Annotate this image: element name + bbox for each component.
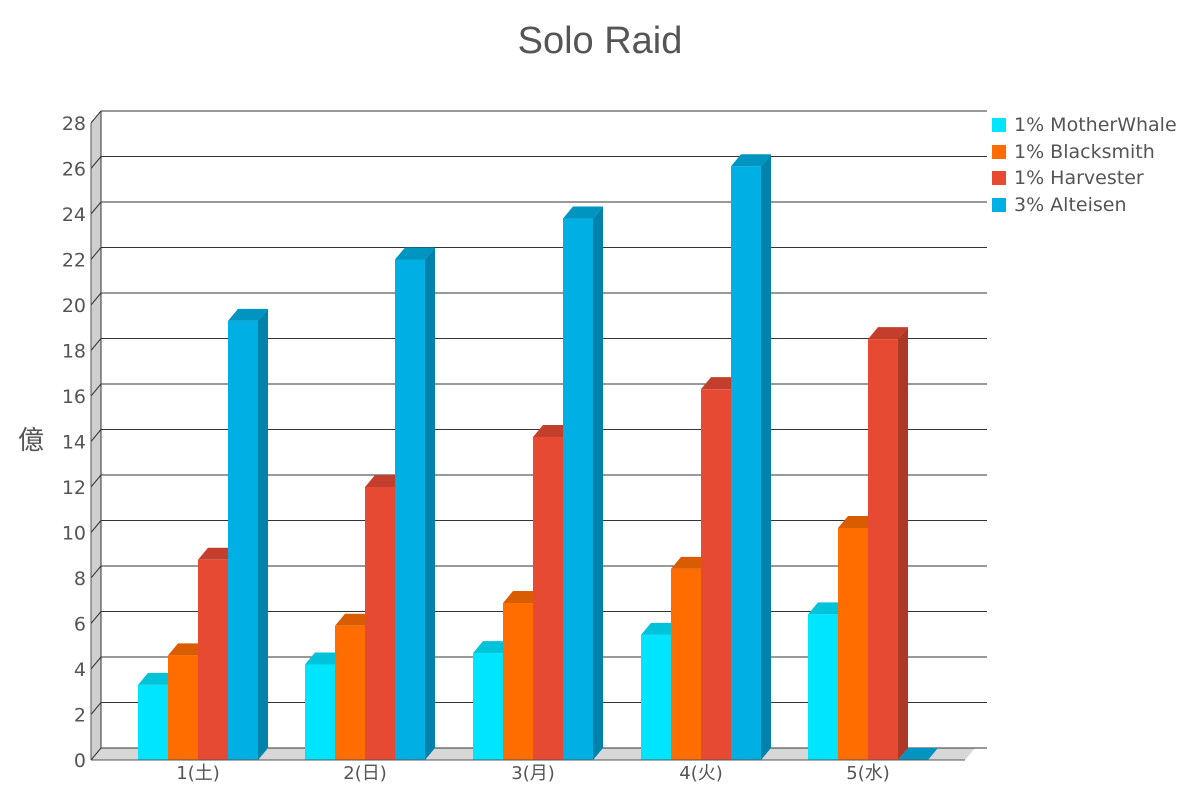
x-tick-label: 5(水)	[846, 763, 890, 784]
bar	[701, 389, 731, 760]
y-tick-label: 22	[62, 250, 86, 272]
bar-side	[593, 206, 603, 761]
legend-item: 1% Harvester	[992, 165, 1177, 192]
y-axis-label: 億	[18, 426, 45, 456]
bar	[731, 166, 761, 761]
gridline-depth	[90, 474, 102, 488]
bar	[533, 436, 563, 760]
x-tick-label: 3(月)	[511, 763, 555, 784]
y-tick-label: 12	[62, 477, 86, 499]
y-tick-label: 8	[74, 568, 86, 590]
y-tick-label: 20	[62, 295, 86, 317]
legend-item: 1% Blacksmith	[992, 139, 1177, 166]
gridline-depth	[90, 156, 102, 169]
legend-item: 3% Alteisen	[992, 192, 1177, 219]
bar	[671, 568, 701, 760]
legend: 1% MotherWhale 1% Blacksmith 1% Harvester 3…	[992, 112, 1177, 218]
bar-top	[563, 206, 603, 219]
bar-side	[898, 327, 908, 760]
bar-top	[395, 247, 435, 260]
bar	[808, 614, 838, 760]
bar	[305, 664, 335, 760]
y-tick-label: 6	[74, 614, 86, 636]
gridline-depth	[90, 383, 102, 397]
gridline-depth	[90, 201, 102, 215]
y-tick-label: 26	[62, 159, 86, 181]
y-tick-label: 18	[62, 341, 86, 363]
gridline-depth	[90, 520, 102, 533]
legend-swatch	[992, 144, 1006, 159]
chart-title: Solo Raid	[517, 20, 683, 62]
gridline-depth	[90, 656, 102, 670]
bar	[563, 218, 593, 761]
bar-side	[761, 154, 771, 761]
gridline-depth	[90, 110, 102, 124]
bar	[198, 559, 228, 760]
bar	[168, 655, 198, 760]
gridline-depth	[90, 611, 102, 624]
legend-label: 1% MotherWhale	[1014, 114, 1177, 137]
y-tick-label: 10	[62, 523, 86, 545]
gridline-depth	[90, 747, 102, 761]
bar	[641, 634, 671, 760]
y-tick-label: 4	[74, 659, 86, 681]
legend-swatch	[992, 171, 1006, 186]
legend-label: 3% Alteisen	[1014, 193, 1127, 216]
y-tick-label: 24	[62, 204, 86, 226]
gridline-depth	[90, 429, 102, 442]
x-tick-label: 4(火)	[679, 763, 723, 784]
x-tick-label: 2(日)	[343, 763, 387, 784]
bar-side	[425, 247, 435, 760]
bar-top	[868, 327, 908, 340]
bar	[503, 603, 533, 760]
legend-item: 1% MotherWhale	[992, 112, 1177, 139]
bar-top	[731, 154, 771, 167]
y-tick-label: 14	[62, 432, 86, 454]
bar	[395, 259, 425, 760]
y-tick-label: 2	[74, 705, 86, 727]
gridline-depth	[90, 292, 102, 306]
y-tick-label: 0	[74, 750, 86, 772]
bar-top	[898, 748, 938, 760]
bar	[365, 487, 395, 760]
gridline-depth	[90, 338, 102, 351]
y-tick-label: 28	[62, 113, 86, 135]
bar	[838, 527, 868, 760]
x-tick-label: 1(土)	[176, 763, 220, 784]
bar	[228, 320, 258, 760]
gridline-depth	[90, 247, 102, 260]
gridline-depth	[90, 702, 102, 715]
bar	[138, 684, 168, 760]
gridline-depth	[90, 565, 102, 579]
bar	[335, 625, 365, 760]
y-tick-label: 16	[62, 386, 86, 408]
bar	[868, 339, 898, 760]
bar-top	[228, 308, 268, 321]
bar	[473, 653, 503, 760]
legend-swatch	[992, 118, 1006, 133]
legend-label: 1% Harvester	[1014, 167, 1144, 190]
legend-swatch	[992, 197, 1006, 212]
legend-label: 1% Blacksmith	[1014, 140, 1155, 163]
bar-side	[258, 308, 268, 760]
